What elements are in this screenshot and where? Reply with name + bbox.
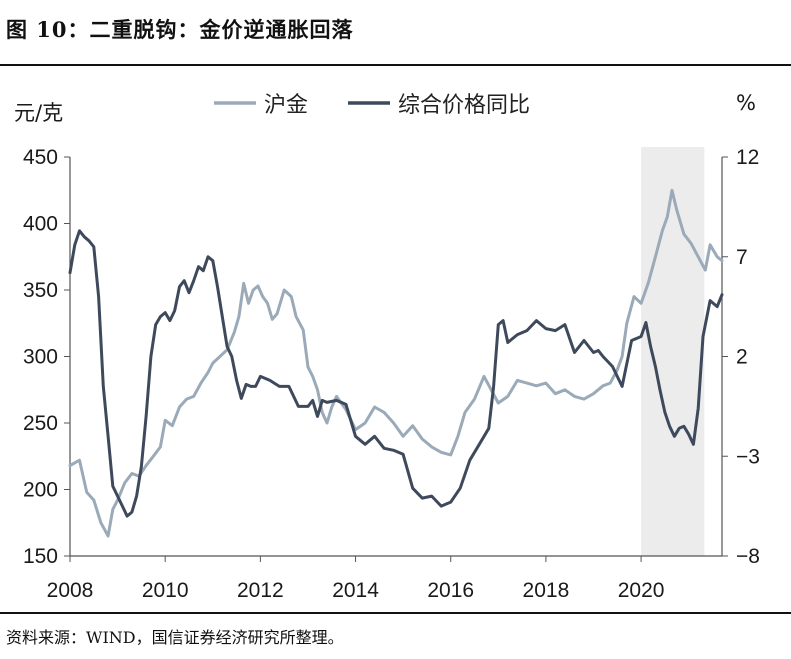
source-note: 资料来源：WIND，国信证券经济研究所整理。 (6, 628, 344, 647)
y-right-tick-label: −3 (736, 445, 760, 468)
x-tick-label: 2010 (142, 579, 189, 602)
y-right-unit-label: % (736, 91, 756, 115)
x-tick-label: 2008 (47, 579, 94, 602)
y-left-tick-label: 300 (23, 346, 58, 369)
footer-divider (0, 612, 791, 614)
x-tick-label: 2020 (618, 579, 665, 602)
y-right-tick-label: −8 (736, 545, 760, 568)
x-tick-label: 2016 (427, 579, 474, 602)
y-left-tick-label: 450 (23, 146, 58, 169)
x-tick-label: 2014 (332, 579, 379, 602)
y-left-tick-label: 150 (23, 545, 58, 568)
title-divider (0, 64, 791, 66)
legend-label-composite-price-yoy: 综合价格同比 (398, 93, 530, 118)
y-right-tick-label: 7 (736, 246, 748, 269)
legend-label-shanghai-gold: 沪金 (264, 93, 308, 118)
page-title: 图 10：二重脱钩：金价逆通胀回落 (6, 17, 354, 42)
y-right-tick-label: 12 (736, 146, 759, 169)
y-left-tick-label: 200 (23, 479, 58, 502)
y-left-tick-label: 350 (23, 279, 58, 302)
series-line-shanghai-gold (68, 188, 724, 538)
x-tick-label: 2012 (237, 579, 284, 602)
x-tick-label: 2018 (523, 579, 570, 602)
y-left-tick-label: 400 (23, 213, 58, 236)
series-line-composite-price-yoy (68, 229, 724, 518)
y-left-tick-label: 250 (23, 412, 58, 435)
y-right-tick-label: 2 (736, 346, 748, 369)
y-left-unit-label: 元/克 (14, 101, 63, 125)
